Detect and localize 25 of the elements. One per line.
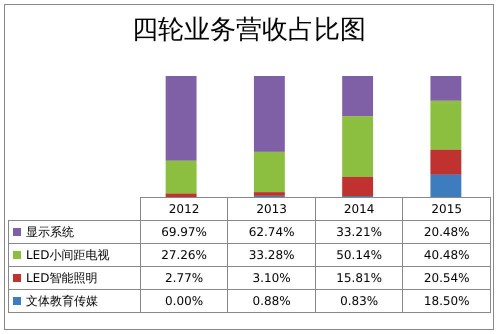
x-tick-label: 2012	[140, 198, 228, 220]
data-label: 2.77%	[140, 266, 228, 290]
legend-label: LED小间距电视	[8, 244, 140, 266]
data-label: 33.21%	[315, 220, 403, 244]
legend-label: 文体教育传媒	[8, 290, 140, 312]
data-label: 3.10%	[228, 266, 316, 290]
data-label: 20.54%	[402, 266, 490, 290]
x-tick-label: 2013	[228, 198, 316, 220]
data-label: 62.74%	[228, 220, 316, 244]
x-tick-label: 2014	[315, 198, 403, 220]
data-label: 0.88%	[228, 290, 316, 312]
data-label: 40.48%	[402, 244, 490, 266]
legend-label: LED智能照明	[8, 266, 140, 290]
legend-label: 显示系统	[8, 220, 140, 244]
data-label: 27.26%	[140, 244, 228, 266]
data-label: 15.81%	[315, 266, 403, 290]
data-label: 0.83%	[315, 290, 403, 312]
data-label: 69.97%	[140, 220, 228, 244]
data-label: 50.14%	[315, 244, 403, 266]
data-label: 0.00%	[140, 290, 228, 312]
data-label: 18.50%	[402, 290, 490, 312]
chart-title: 四轮业务营收占比图	[131, 14, 367, 47]
data-label: 33.28%	[228, 244, 316, 266]
x-tick-label: 2015	[402, 198, 490, 220]
data-label: 20.48%	[402, 220, 490, 244]
